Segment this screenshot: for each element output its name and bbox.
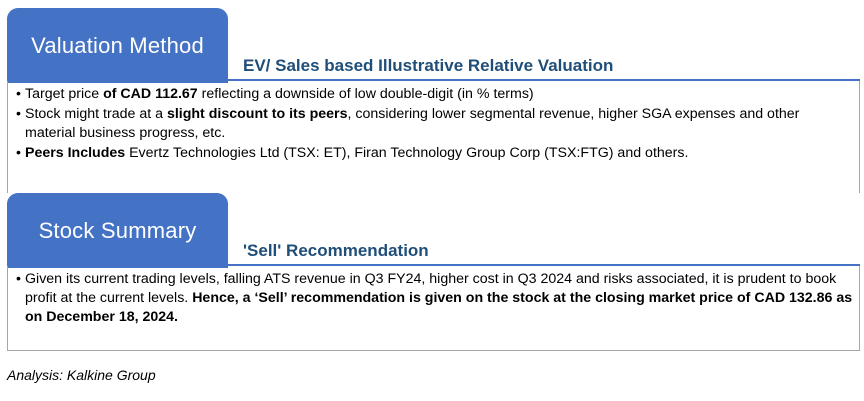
- summary-bullet-recommendation: Given its current trading levels, fallin…: [16, 270, 853, 327]
- valuation-method-tab: Valuation Method: [7, 8, 228, 83]
- stock-summary-title: Stock Summary: [38, 217, 197, 243]
- valuation-divider: [7, 79, 860, 81]
- summary-divider: [7, 264, 860, 266]
- analysis-credit: Analysis: Kalkine Group: [7, 367, 156, 383]
- valuation-bullet-peers: Peers Includes Evertz Technologies Ltd (…: [16, 144, 853, 163]
- summary-subtitle: 'Sell' Recommendation: [243, 241, 429, 260]
- valuation-bullet-target-price: Target price of CAD 112.67 reflecting a …: [16, 85, 853, 104]
- summary-content: Given its current trading levels, fallin…: [7, 266, 860, 351]
- valuation-content: Target price of CAD 112.67 reflecting a …: [7, 81, 860, 193]
- valuation-bullet-peer-discount: Stock might trade at a slight discount t…: [16, 105, 853, 143]
- valuation-method-title: Valuation Method: [31, 32, 204, 58]
- stock-summary-tab: Stock Summary: [7, 193, 228, 268]
- valuation-subtitle: EV/ Sales based Illustrative Relative Va…: [243, 56, 614, 75]
